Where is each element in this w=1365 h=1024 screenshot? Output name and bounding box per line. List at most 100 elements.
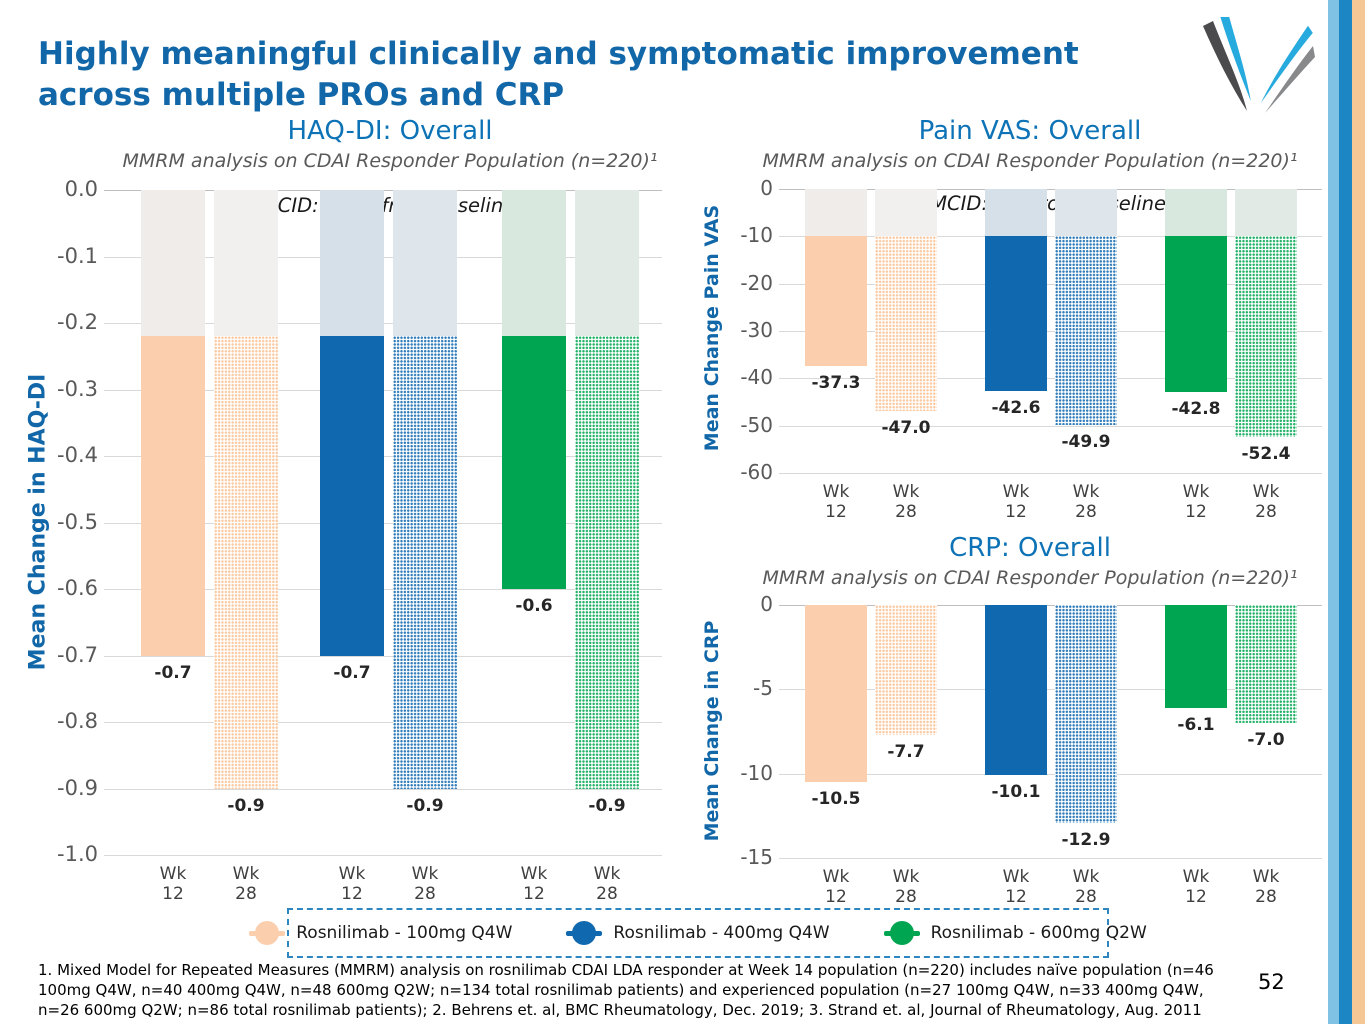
legend-item-100mg: Rosnilimab - 100mg Q4W (249, 921, 512, 945)
gridline (779, 189, 1322, 190)
x-tick-label: Wk 28 (1252, 482, 1280, 522)
gridline (104, 589, 662, 590)
bar-painvas-100-wk28 (875, 236, 937, 411)
bar-value-label: -42.8 (1171, 399, 1221, 419)
gridline (779, 689, 1322, 690)
y-tick-label: -15 (740, 845, 773, 869)
footnote: 1. Mixed Model for Repeated Measures (MM… (38, 961, 1214, 1019)
bar-value-label: -37.3 (811, 373, 861, 393)
bar-value-label: -7.0 (1247, 730, 1285, 750)
gridline (779, 473, 1322, 474)
bar-painvas-600-wk12 (1165, 236, 1227, 392)
y-tick-label: -50 (740, 413, 773, 437)
gridline (104, 656, 662, 657)
y-tick-label: -5 (753, 676, 773, 700)
legend-marker-icon (883, 921, 920, 945)
bar-value-label: -52.4 (1241, 444, 1291, 464)
company-logo-icon (1203, 16, 1315, 114)
bar-value-label: -10.5 (811, 789, 861, 809)
mcid-annotation-haqdi: MCID: -0.22 from baseline² (260, 194, 524, 217)
bar-value-label: -49.9 (1061, 432, 1111, 452)
gridline (779, 774, 1322, 775)
gridline (104, 855, 662, 856)
x-tick-label: Wk 12 (520, 864, 548, 904)
chart-subtitle-crp: MMRM analysis on CDAI Responder Populati… (762, 567, 1298, 589)
y-tick-label: 0 (760, 592, 773, 616)
bar-haqdi-400-wk12 (320, 336, 384, 656)
x-tick-label: Wk 28 (232, 864, 260, 904)
y-tick-label: -0.1 (57, 244, 98, 268)
y-axis-title-haqdi: Mean Change in HAQ-DI (25, 373, 51, 671)
chart-subtitle-painvas: MMRM analysis on CDAI Responder Populati… (762, 150, 1298, 172)
x-tick-label: Wk 12 (1182, 867, 1210, 907)
gridline (779, 378, 1322, 379)
bar-crp-600-wk12 (1165, 605, 1227, 708)
mcid-cap-haqdi-400-wk28 (393, 190, 457, 336)
legend: Rosnilimab - 100mg Q4W Rosnilimab - 400mg… (249, 908, 1147, 958)
legend-marker-dot (255, 921, 280, 945)
slide-title: Highly meaningful clinically and symptom… (38, 34, 1198, 116)
mcid-cap-painvas-600-wk28 (1235, 189, 1297, 236)
y-tick-label: -60 (740, 460, 773, 484)
bar-haqdi-600-wk12 (502, 336, 566, 589)
bar-haqdi-100-wk12 (141, 336, 205, 656)
y-tick-label: 0 (760, 176, 773, 200)
bar-value-label: -12.9 (1061, 830, 1111, 850)
x-tick-label: Wk 28 (1072, 867, 1100, 907)
gridline (104, 456, 662, 457)
x-tick-label: Wk 12 (1002, 482, 1030, 522)
legend-item-600mg: Rosnilimab - 600mg Q2W (883, 921, 1147, 945)
bar-crp-100-wk28 (875, 605, 937, 735)
y-tick-label: -30 (740, 318, 773, 342)
y-tick-label: -0.7 (57, 643, 98, 667)
bar-value-label: -6.1 (1177, 715, 1215, 735)
x-tick-label: Wk 28 (892, 482, 920, 522)
y-tick-label: -10 (740, 223, 773, 247)
y-tick-label: -0.6 (57, 576, 98, 600)
bar-crp-400-wk12 (985, 605, 1047, 775)
y-tick-label: -1.0 (57, 842, 98, 866)
bar-value-label: -0.9 (406, 796, 444, 816)
mcid-cap-painvas-600-wk12 (1165, 189, 1227, 236)
y-tick-label: -0.5 (57, 510, 98, 534)
bar-value-label: -0.9 (227, 796, 265, 816)
gridline (104, 789, 662, 790)
mcid-cap-haqdi-100-wk28 (214, 190, 278, 336)
y-tick-label: -40 (740, 365, 773, 389)
gridline (104, 390, 662, 391)
y-tick-label: -0.9 (57, 776, 98, 800)
legend-label: Rosnilimab - 400mg Q4W (613, 923, 830, 943)
gridline (779, 426, 1322, 427)
page-number: 52 (1258, 970, 1285, 994)
chart-title-painvas: Pain VAS: Overall (918, 116, 1142, 146)
y-tick-label: -0.2 (57, 310, 98, 334)
y-tick-label: 0.0 (64, 177, 98, 201)
bar-painvas-600-wk28 (1235, 236, 1297, 437)
mcid-cap-haqdi-100-wk12 (141, 190, 205, 336)
gridline (779, 858, 1322, 859)
bar-haqdi-100-wk28 (214, 336, 278, 789)
gridline (104, 257, 662, 258)
legend-label: Rosnilimab - 600mg Q2W (930, 923, 1147, 943)
y-tick-label: -10 (740, 761, 773, 785)
bar-value-label: -0.9 (588, 796, 626, 816)
x-tick-label: Wk 12 (1182, 482, 1210, 522)
x-tick-label: Wk 28 (593, 864, 621, 904)
mcid-annotation-painvas: MCID: -10 from baseline³ (930, 192, 1174, 215)
gridline (779, 236, 1322, 237)
y-axis-title-crp: Mean Change in CRP (701, 620, 723, 842)
gridline (104, 523, 662, 524)
legend-label: Rosnilimab - 100mg Q4W (296, 923, 513, 943)
chart-subtitle-haqdi: MMRM analysis on CDAI Responder Populati… (122, 150, 658, 172)
legend-marker-icon (249, 921, 286, 945)
y-tick-label: -0.4 (57, 443, 98, 467)
legend-marker-icon (566, 921, 603, 945)
x-tick-label: Wk 12 (822, 867, 850, 907)
legend-marker-dot (889, 921, 914, 945)
bar-painvas-100-wk12 (805, 236, 867, 366)
chart-title-crp: CRP: Overall (949, 533, 1111, 563)
mcid-cap-painvas-400-wk12 (985, 189, 1047, 236)
